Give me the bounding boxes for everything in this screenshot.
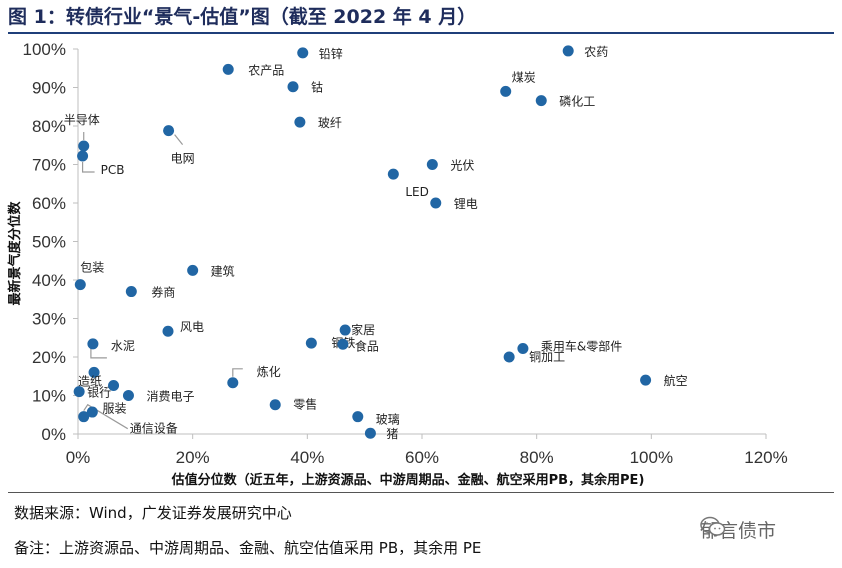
data-point: [503, 351, 515, 363]
figure-title: 图 1：转债行业“景气-估值”图（截至 2022 年 4 月）: [8, 2, 834, 34]
data-point: [297, 47, 309, 59]
data-point: [287, 81, 299, 93]
data-point: [77, 150, 89, 162]
leader-line: [174, 134, 184, 145]
point-label: 铅锌: [319, 47, 343, 61]
point-label: 猪: [386, 427, 398, 441]
point-label: LED: [405, 185, 429, 199]
y-tick-label: 40%: [32, 271, 66, 290]
point-label: 风电: [180, 320, 204, 334]
footer-divider: [8, 492, 834, 493]
y-tick-label: 10%: [32, 387, 66, 406]
y-tick-label: 100%: [23, 40, 66, 59]
data-point: [430, 197, 442, 209]
data-point: [269, 399, 281, 411]
remark-note: 备注：上游资源品、中游周期品、金融、航空估值采用 PB，其余用 PE: [14, 539, 482, 557]
point-label: 玻璃: [376, 413, 400, 427]
point-label: 煤炭: [512, 70, 536, 84]
data-point: [162, 325, 174, 337]
y-tick-label: 0%: [41, 425, 66, 444]
point-label: 航空: [664, 373, 688, 388]
y-tick-label: 90%: [32, 79, 66, 98]
point-label: PCB: [101, 163, 125, 177]
x-tick-label: 120%: [744, 448, 787, 467]
point-label: 消费电子: [146, 390, 194, 404]
data-point: [562, 45, 574, 57]
x-tick-label: 40%: [290, 448, 324, 467]
point-label: 通信设备: [130, 422, 178, 436]
leader-line: [90, 347, 107, 359]
point-label: 造纸: [78, 374, 102, 388]
x-tick-label: 60%: [405, 448, 439, 467]
x-tick-label: 20%: [176, 448, 210, 467]
point-label: 家居: [351, 322, 375, 337]
point-label: 玻纤: [318, 116, 342, 130]
scatter-chart: 0% 10% 20% 30% 40% 50% 60% 70% 80% 90% 100% 0% 20% 40…: [7, 40, 788, 488]
point-label: 包装: [80, 261, 104, 275]
data-point: [78, 411, 90, 423]
data-point: [108, 379, 120, 391]
wechat-icon: [700, 516, 726, 536]
leader-line: [83, 403, 129, 430]
x-axis-title: 估值分位数（近五年，上游资源品、中游周期品、金融、航空采用PB，其余用PE): [171, 472, 645, 488]
data-point: [339, 324, 351, 336]
x-tick-label: 100%: [630, 448, 673, 467]
data-point: [352, 411, 364, 423]
y-tick-label: 70%: [32, 156, 66, 175]
data-point: [227, 377, 239, 389]
y-axis-title: 最新景气度分位数: [7, 201, 23, 306]
point-label: 磷化工: [559, 94, 595, 109]
point-label: 钴: [311, 80, 323, 95]
data-point: [88, 366, 100, 378]
point-label: 食品: [355, 338, 379, 353]
y-tick-label: 80%: [32, 117, 66, 136]
point-label: 零售: [293, 397, 317, 412]
data-point: [78, 140, 90, 152]
point-label: 铜加工: [529, 349, 565, 364]
leader-line: [232, 368, 243, 377]
point-label: 乘用车&零部件: [541, 339, 622, 354]
y-tick-label: 50%: [32, 233, 66, 252]
leader-line: [81, 162, 95, 173]
data-source-note: 数据来源：Wind，广发证券发展研究中心: [14, 504, 292, 522]
point-label: 建筑: [211, 263, 235, 278]
data-point: [187, 264, 199, 276]
data-point: [337, 338, 349, 350]
data-point: [87, 338, 99, 350]
data-point: [364, 427, 376, 439]
data-point: [74, 279, 86, 291]
y-tick-label: 60%: [32, 194, 66, 213]
point-label: 券商: [151, 285, 175, 300]
x-tick-label: 80%: [520, 448, 554, 467]
data-point: [125, 286, 137, 298]
data-point: [163, 125, 175, 137]
point-label: 服装: [103, 401, 127, 415]
data-point: [517, 343, 529, 355]
y-tick-label: 20%: [32, 348, 66, 367]
data-point: [86, 406, 98, 418]
point-label: 炼化: [257, 364, 281, 379]
watermark: 郁言债市: [700, 516, 776, 543]
point-label: 农药: [584, 45, 608, 59]
data-point: [222, 63, 234, 75]
data-point: [294, 116, 306, 128]
data-point: [426, 159, 438, 170]
point-label: 农产品: [248, 63, 284, 77]
point-label: 半导体: [64, 113, 100, 127]
data-point: [305, 337, 317, 349]
y-tick-label: 30%: [32, 310, 66, 329]
data-point: [122, 390, 134, 401]
point-label: 光伏: [450, 159, 474, 173]
point-label: 锂电: [454, 196, 478, 211]
data-point: [500, 85, 512, 97]
point-label: 水泥: [111, 339, 135, 353]
data-point: [535, 95, 547, 107]
x-tick-label: 0%: [66, 448, 91, 467]
data-point: [73, 386, 85, 398]
data-point: [387, 168, 399, 180]
point-label: 电网: [171, 152, 195, 166]
data-point: [640, 374, 652, 386]
